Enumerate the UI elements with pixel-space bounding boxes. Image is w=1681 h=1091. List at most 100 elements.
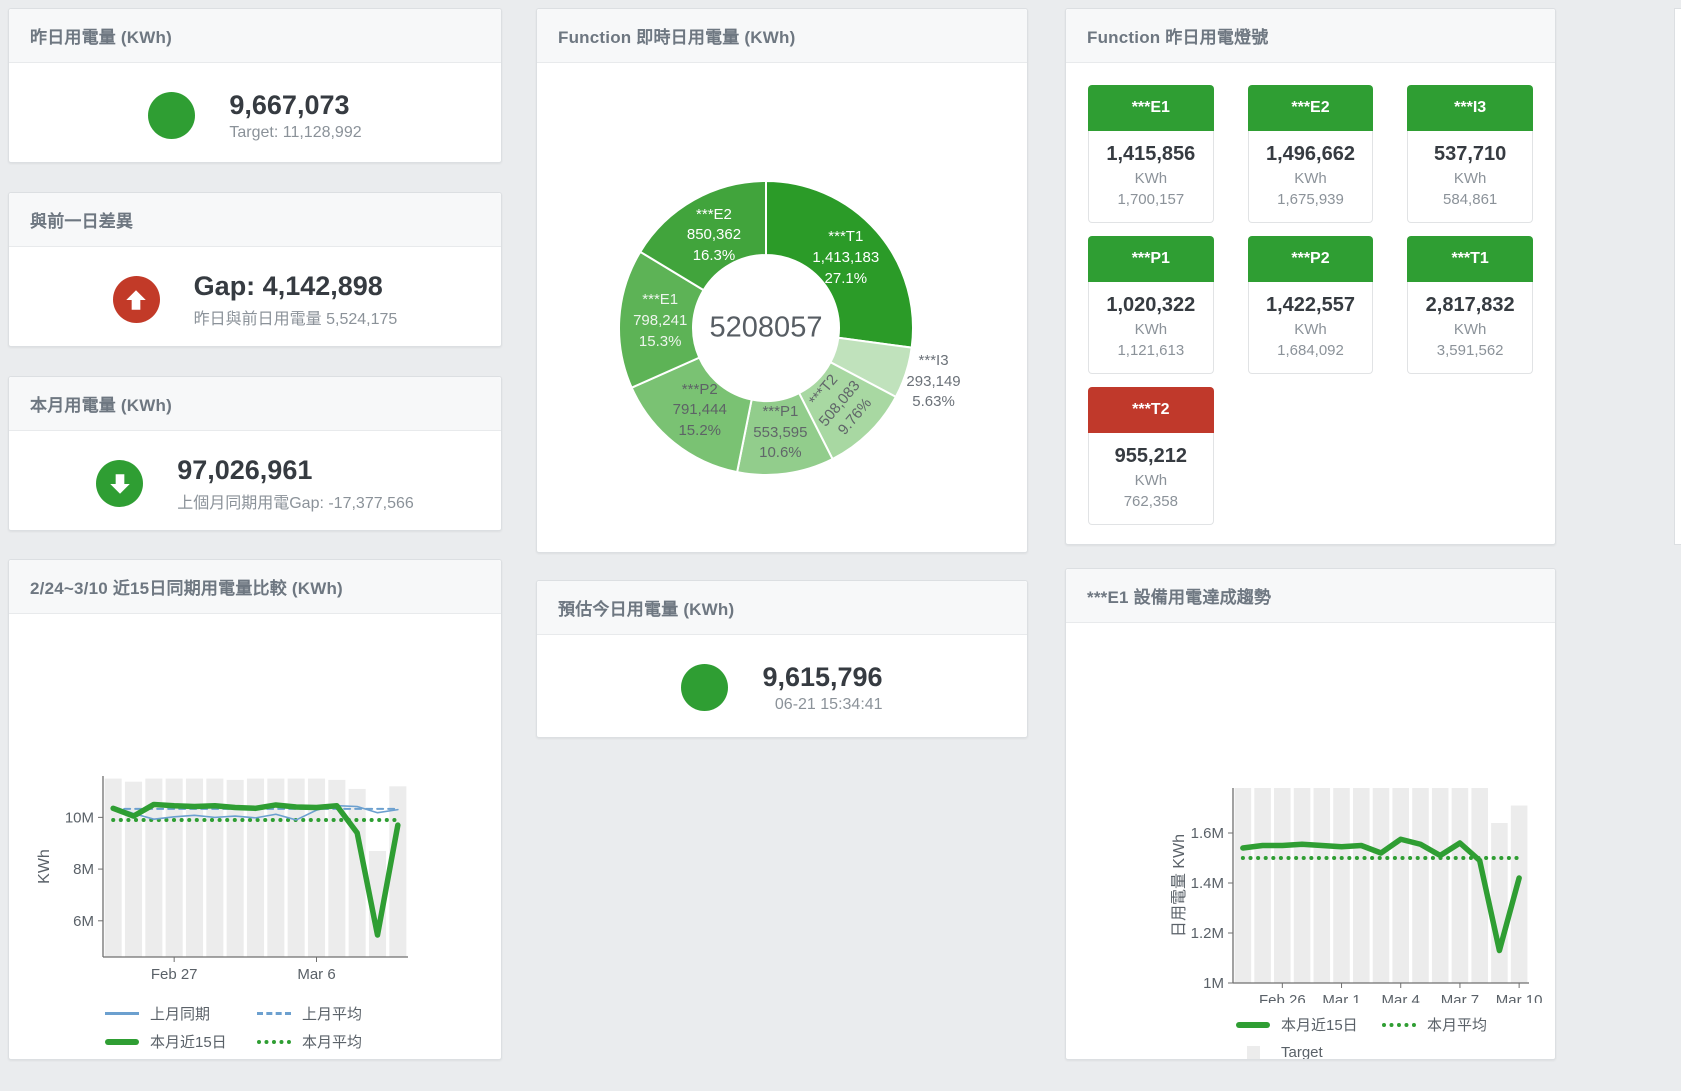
signal-tile-value: 1,020,322 (1106, 294, 1196, 316)
signal-tile-unit: KWh (1134, 321, 1168, 338)
y-tick-label: 1.6M (1191, 825, 1224, 842)
legend-item-上月平均[interactable]: 上月平均 (257, 1003, 362, 1024)
target-bar (389, 786, 407, 957)
donut-slice-E1[interactable] (618, 250, 705, 390)
target-bar (1471, 788, 1488, 983)
target-bar (1491, 823, 1508, 983)
card-compare-chart: 2/24~3/10 近15日同期用電量比較 (KWh) 6M 8M 10M Feb 2… (8, 559, 502, 1060)
card-header: ***E1 設備用電達成趨勢 (1066, 569, 1555, 623)
target-bar (206, 778, 224, 957)
legend-swatch-dashed-icon (257, 1012, 291, 1015)
signal-tile-unit: KWh (1453, 170, 1487, 187)
legend-swatch-dotted-icon (1382, 1022, 1416, 1027)
target-bar (1293, 788, 1311, 983)
card-header: Function 昨日用電燈號 (1066, 9, 1555, 63)
donut-label-P2: ***P2 791,444 15.2% (672, 380, 727, 440)
card-title-donut: Function 即時日用電量 (KWh) (558, 28, 796, 47)
target-bar (165, 778, 183, 957)
y-axis-title: KWh (36, 849, 53, 884)
arrow-up-icon (126, 289, 146, 310)
kpi-subtitle: 上個月同期用電Gap: -17,377,566 (177, 494, 414, 512)
signal-tile-E2: ***E2 1,496,662 KWh 1,675,939 (1247, 85, 1374, 223)
donut-center-total: 5208057 (709, 311, 823, 344)
kpi-body: Gap: 4,142,898 昨日與前日用電量 5,524,175 (9, 247, 501, 346)
target-bar (1451, 788, 1469, 983)
target-bar (1274, 788, 1291, 983)
legend-item-本月近15日[interactable]: 本月近15日 (105, 1031, 257, 1052)
kpi-value: 9,667,073 (229, 89, 350, 120)
target-bar (1333, 788, 1350, 983)
series-solid (1240, 836, 1522, 954)
x-tick-label: Feb 27 (151, 966, 198, 983)
legend-item-Target[interactable]: Target (1236, 1042, 1382, 1060)
kpi-body: 9,667,073 Target: 11,128,992 (9, 63, 501, 162)
compare-chart-canvas[interactable]: 6M 8M 10M Feb 27 Mar 6 KWh (9, 614, 501, 994)
signal-tile-I3: ***I3 537,710 KWh 584,861 (1407, 85, 1533, 223)
y-tick-label: 1M (1203, 975, 1224, 992)
signal-tile-body: 955,212 KWh 762,358 (1088, 433, 1214, 525)
status-circle-red (112, 276, 160, 323)
x-tick-label: Mar 4 (1382, 992, 1420, 1003)
signal-tile-name: ***T1 (1407, 236, 1533, 282)
signal-tile-value: 1,496,662 (1266, 143, 1355, 165)
card-title-compare: 2/24~3/10 近15日同期用電量比較 (KWh) (30, 579, 343, 598)
arrow-down-icon (109, 473, 130, 494)
donut-label-P1: ***P1 553,595 10.6% (753, 402, 808, 462)
legend-swatch-line-icon (105, 1012, 139, 1015)
donut-label-I3: ***I3 293,149 5.63% (906, 351, 961, 411)
target-bar (267, 778, 285, 957)
x-tick-label: Mar 7 (1441, 992, 1479, 1003)
target-bar (124, 781, 143, 957)
target-bar (1234, 788, 1252, 983)
kpi-subtitle: 06-21 15:34:41 (774, 695, 883, 713)
donut-slice-T1[interactable] (765, 179, 914, 349)
status-circle-green (681, 664, 729, 711)
signal-tile-name: ***T2 (1088, 387, 1214, 433)
signal-tile-body: 1,496,662 KWh 1,675,939 (1247, 131, 1374, 223)
signal-tile-name: ***I3 (1407, 85, 1533, 131)
legend-item-本月平均[interactable]: 本月平均 (257, 1031, 362, 1052)
y-tick-label: 8M (73, 861, 94, 878)
target-bar (1352, 788, 1370, 983)
partial-card-sliver (1674, 8, 1681, 545)
legend-label: 本月近15日 (1281, 1017, 1358, 1034)
target-bar (1392, 788, 1410, 983)
signal-tile-value: 955,212 (1114, 445, 1187, 467)
e1-trend-chart-canvas[interactable]: 1M 1.2M 1.4M 1.6M Feb 26 Mar 1 Mar 4 Mar 7 Mar 1… (1066, 623, 1555, 1009)
legend-item-本月平均[interactable]: 本月平均 (1382, 1014, 1487, 1035)
signal-tile-unit: KWh (1294, 170, 1327, 187)
legend-item-Target[interactable]: Target (105, 1059, 257, 1060)
donut-slice-E2[interactable] (638, 179, 767, 292)
series-solid (112, 804, 399, 821)
signal-tile-body: 2,817,832 KWh 3,591,562 (1407, 282, 1533, 374)
signal-tile-target: 762,358 (1123, 493, 1178, 510)
legend-item-上月同期[interactable]: 上月同期 (105, 1003, 257, 1024)
legend-swatch-thick-icon (1236, 1021, 1270, 1028)
target-bar (328, 779, 346, 957)
target-bar (145, 778, 163, 957)
signal-tile-T2: ***T2 955,212 KWh 762,358 (1088, 387, 1214, 525)
left-column: 昨日用電量 (KWh) 9,667,073 Target: 11,128,992… (8, 8, 502, 1060)
target-bar (1431, 788, 1449, 983)
donut-chart-canvas[interactable]: ***T1 1,413,183 27.1% ***I3 293,149 5.63% ***T… (537, 63, 1027, 552)
kpi-value: 97,026,961 (177, 454, 313, 485)
legend-label: Target (1281, 1044, 1323, 1060)
donut-label-T1: ***T1 1,413,183 27.1% (812, 228, 880, 287)
target-bar (226, 779, 244, 957)
status-circle-green (148, 92, 196, 139)
target-bar (368, 850, 387, 957)
card-month-usage: 本月用電量 (KWh) 97,026,961 上個月同期用電Gap: -17,3… (8, 376, 502, 531)
signal-tile-target: 1,700,157 (1117, 191, 1185, 208)
signal-tile-name: ***E1 (1088, 85, 1214, 131)
kpi-body: 97,026,961 上個月同期用電Gap: -17,377,566 (9, 431, 501, 530)
signal-tile-target: 1,121,613 (1117, 342, 1185, 359)
card-signal-grid: Function 昨日用電燈號 ***E1 1,415,856 KWh 1,700,1… (1065, 8, 1556, 545)
card-title-e1-trend: ***E1 設備用電達成趨勢 (1087, 588, 1272, 607)
kpi-value: 9,615,796 (762, 661, 883, 692)
x-tick-label: Mar 1 (1322, 992, 1360, 1003)
y-tick-label: 1.4M (1191, 875, 1224, 892)
line-chart-svg: 1M 1.2M 1.4M 1.6M Feb 26 Mar 1 Mar 4 Mar 7 Mar 1… (1171, 788, 1542, 1009)
legend-label: 本月平均 (1427, 1017, 1488, 1034)
legend-item-本月近15日[interactable]: 本月近15日 (1236, 1014, 1382, 1035)
